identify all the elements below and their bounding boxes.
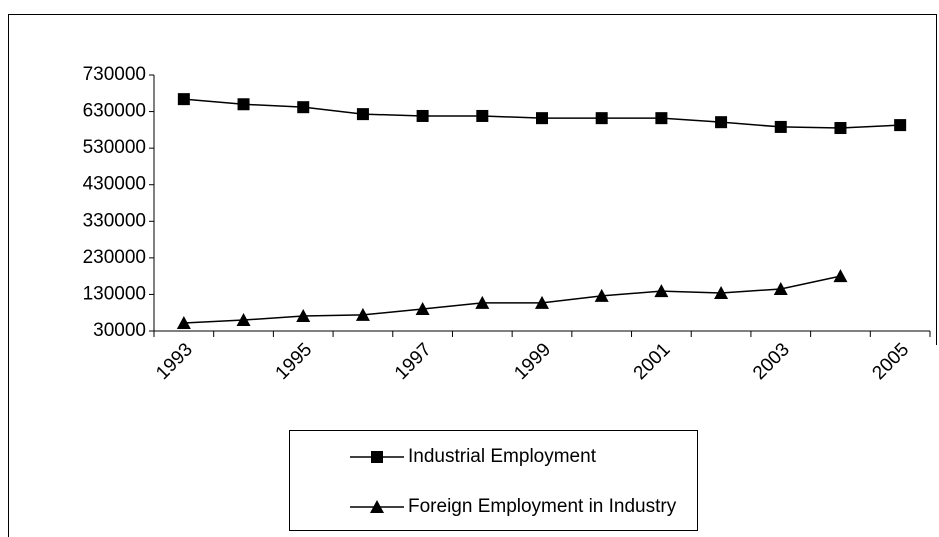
- x-tick-label: 2001: [630, 339, 675, 384]
- legend-box: [289, 430, 698, 531]
- y-tick-label: 130000: [83, 283, 146, 304]
- legend-label: Industrial Employment: [408, 446, 597, 467]
- marker-square: [774, 120, 787, 133]
- y-tick-label: 730000: [83, 64, 146, 85]
- marker-triangle: [415, 302, 430, 316]
- marker-square: [371, 451, 383, 463]
- x-tick-label: 2005: [868, 339, 913, 384]
- marker-square: [476, 109, 489, 122]
- x-tick-label: 1995: [272, 339, 317, 384]
- marker-triangle: [176, 315, 191, 329]
- marker-square: [655, 112, 668, 125]
- x-tick-label: 1999: [510, 339, 555, 384]
- y-tick-label: 330000: [83, 210, 146, 231]
- marker-square: [177, 93, 190, 106]
- marker-square: [237, 98, 250, 111]
- marker-square: [416, 109, 429, 122]
- x-tick-label: 2003: [749, 339, 794, 384]
- series-line: [183, 275, 841, 324]
- y-tick-label: 230000: [83, 247, 146, 268]
- x-tick-label: 1993: [152, 339, 197, 384]
- marker-square: [297, 101, 310, 114]
- marker-square: [356, 108, 369, 121]
- y-tick-label: 530000: [83, 137, 146, 158]
- legend-label: Foreign Employment in Industry: [408, 496, 677, 517]
- marker-triangle: [714, 285, 729, 299]
- marker-square: [834, 122, 847, 135]
- y-tick-label: 630000: [83, 101, 146, 122]
- marker-triangle: [654, 284, 669, 298]
- marker-triangle: [535, 295, 549, 309]
- marker-triangle: [370, 500, 384, 513]
- marker-triangle: [355, 307, 370, 321]
- marker-square: [536, 112, 548, 125]
- marker-triangle: [833, 269, 848, 283]
- chart-frame: [8, 14, 937, 537]
- y-tick-label: 430000: [83, 174, 146, 195]
- marker-triangle: [236, 313, 251, 327]
- marker-triangle: [296, 309, 311, 323]
- marker-square: [894, 119, 907, 132]
- marker-triangle: [475, 295, 490, 309]
- y-tick-label: 30000: [93, 320, 146, 341]
- marker-triangle: [773, 281, 788, 295]
- x-tick-label: 1997: [391, 339, 436, 384]
- marker-square: [715, 116, 728, 129]
- marker-triangle: [594, 288, 609, 302]
- marker-square: [595, 112, 608, 125]
